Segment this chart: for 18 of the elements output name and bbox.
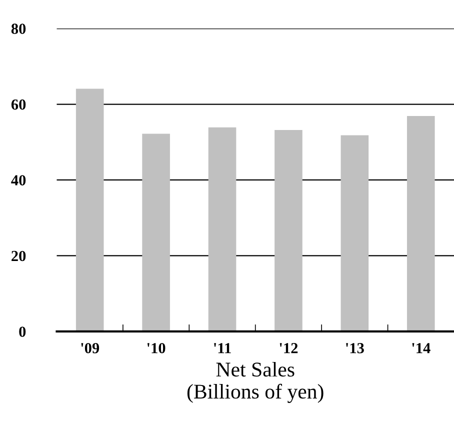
bar bbox=[142, 134, 170, 332]
bar bbox=[406, 116, 435, 332]
x-tick-label: '12 bbox=[280, 343, 298, 354]
bar bbox=[208, 127, 236, 332]
bar bbox=[340, 135, 369, 332]
x-tick-label: '09 bbox=[81, 343, 100, 354]
y-tick-label: 40 bbox=[11, 175, 26, 186]
y-tick-label: 60 bbox=[11, 99, 26, 110]
x-tick-label: '13 bbox=[346, 343, 364, 354]
x-tick-label: '14 bbox=[412, 343, 430, 354]
x-tick-label: '10 bbox=[147, 343, 166, 354]
y-tick-label: 20 bbox=[12, 250, 26, 262]
x-tick-label: '11 bbox=[214, 343, 231, 354]
bar bbox=[274, 130, 302, 332]
y-tick-label: 80 bbox=[11, 24, 26, 34]
x-axis-title: Net Sales (Billions of yen) bbox=[187, 362, 324, 403]
y-tick-label: 0 bbox=[19, 326, 26, 337]
bar bbox=[76, 88, 104, 332]
